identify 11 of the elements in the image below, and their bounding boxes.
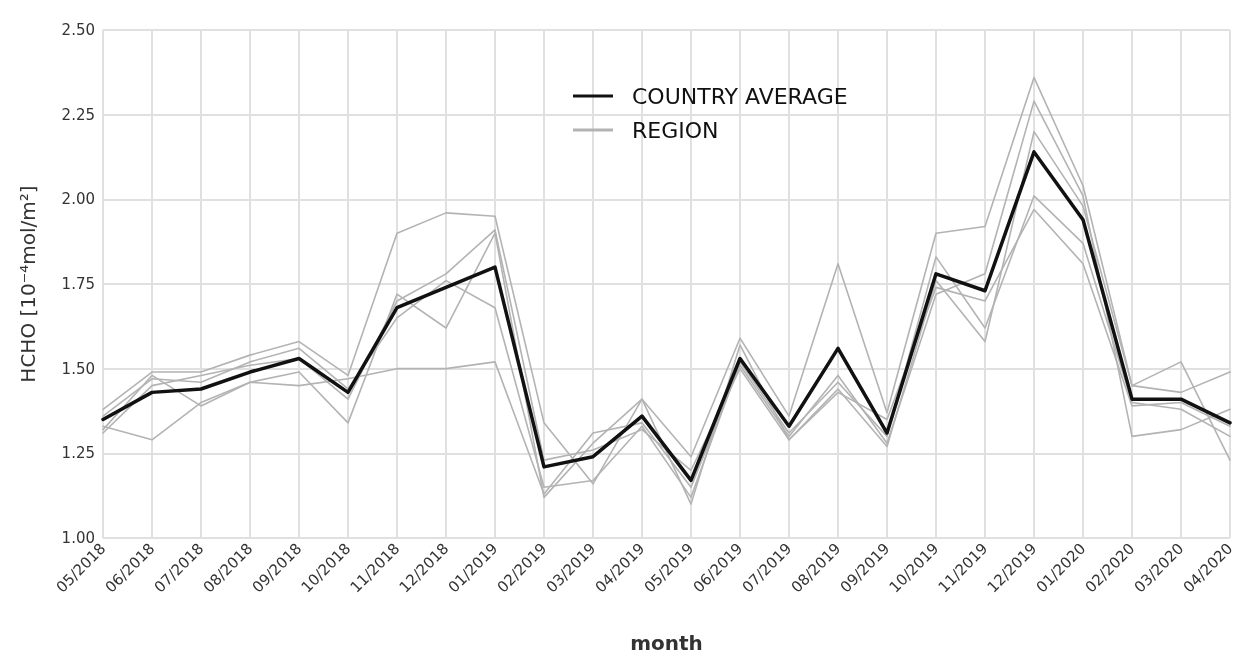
y-axis-title: HCHO [10⁻⁴mol/m²] (16, 185, 40, 383)
y-tick-label: 1.75 (61, 275, 95, 293)
y-tick-label: 1.00 (61, 529, 95, 547)
y-tick-label: 2.50 (61, 21, 95, 39)
y-tick-label: 1.50 (61, 359, 95, 378)
y-tick-label: 2.25 (61, 105, 95, 124)
y-tick-label: 2.00 (61, 190, 95, 209)
legend-label: COUNTRY AVERAGE (632, 83, 848, 109)
y-tick-label: 1.25 (61, 444, 95, 463)
x-axis-title: month (630, 631, 703, 655)
legend-label: REGION (632, 117, 719, 143)
